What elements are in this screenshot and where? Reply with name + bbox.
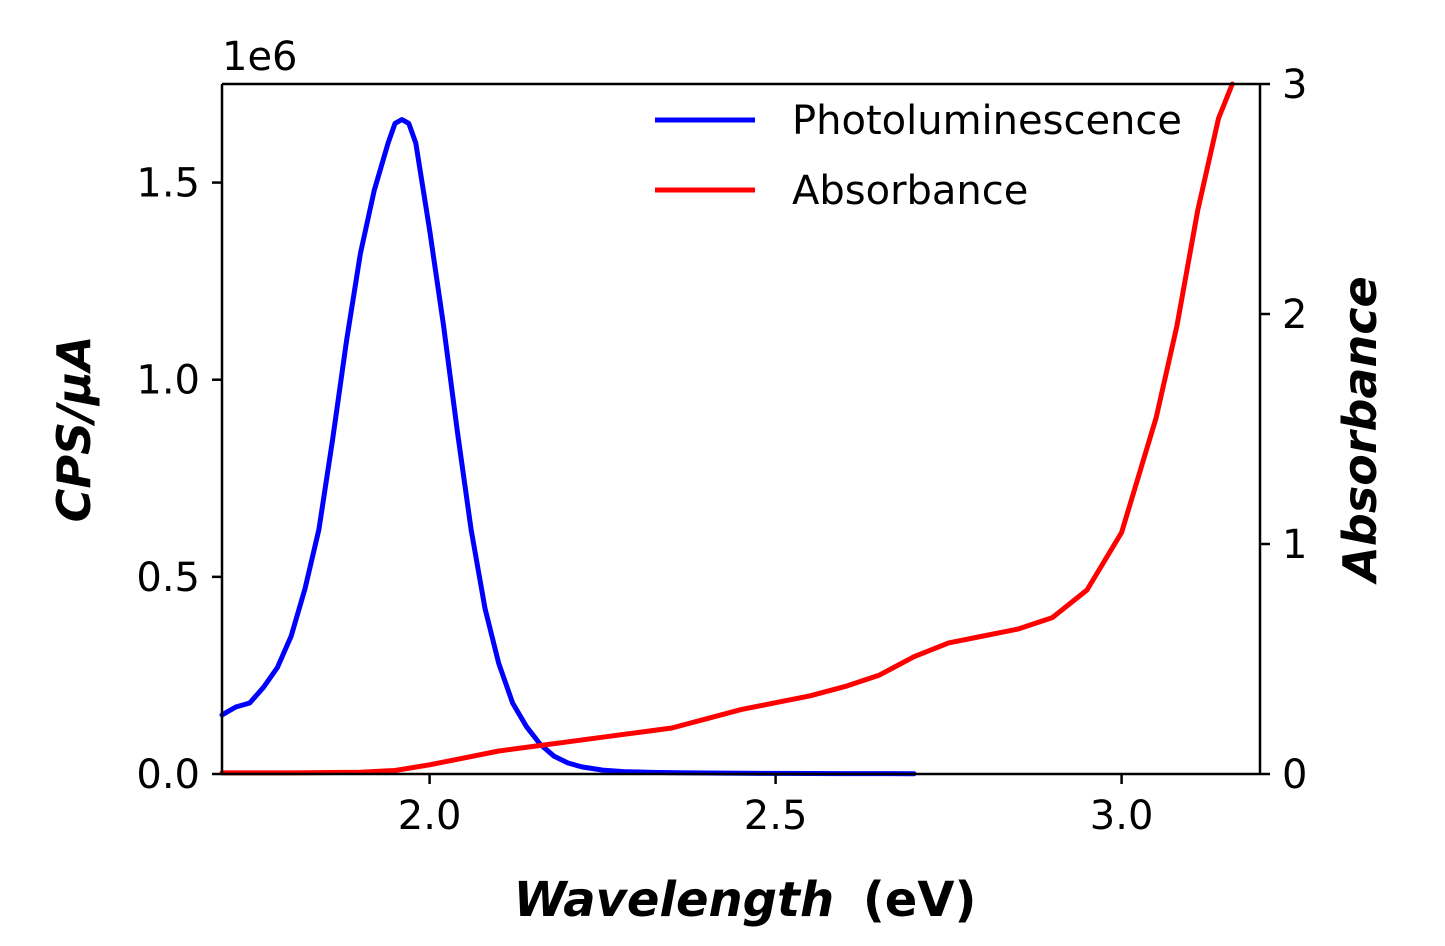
x-axis-title-name: Wavelength [514, 872, 835, 928]
y-right-tick-label: 3 [1282, 62, 1307, 108]
y-left-tick-label: 1.0 [136, 358, 200, 404]
x-tick-label: 2.5 [744, 793, 808, 839]
y-right-tick-label: 1 [1282, 522, 1307, 568]
x-tick-label: 2.0 [398, 793, 462, 839]
y-left-tick-label: 0.0 [136, 752, 200, 798]
y-left-tick-label: 1.5 [136, 161, 200, 207]
x-tick-label: 3.0 [1090, 793, 1154, 839]
axis-ticks: 2.0 2.5 3.0 0.0 0.5 1.0 1.5 0 1 2 3 [136, 62, 1307, 839]
x-axis-title-unit: (eV) [863, 872, 977, 928]
y-right-axis-title: Absorbance [1333, 276, 1387, 584]
y-left-axis-title: CPS/μA [47, 336, 101, 523]
legend-label-absorbance: Absorbance [792, 168, 1028, 214]
series-line-absorbance [219, 81, 1235, 776]
y-left-offset-label: 1e6 [222, 34, 298, 80]
legend: Photoluminescence Absorbance [655, 98, 1182, 214]
plot-area [222, 84, 1260, 774]
series-lines [219, 81, 1235, 777]
y-right-tick-label: 0 [1282, 752, 1307, 798]
legend-label-photoluminescence: Photoluminescence [792, 98, 1182, 144]
series-line-photoluminescence [219, 117, 917, 777]
y-left-tick-label: 0.5 [136, 555, 200, 601]
y-right-tick-label: 2 [1282, 292, 1307, 338]
x-axis-title: Wavelength (eV) [514, 872, 977, 928]
